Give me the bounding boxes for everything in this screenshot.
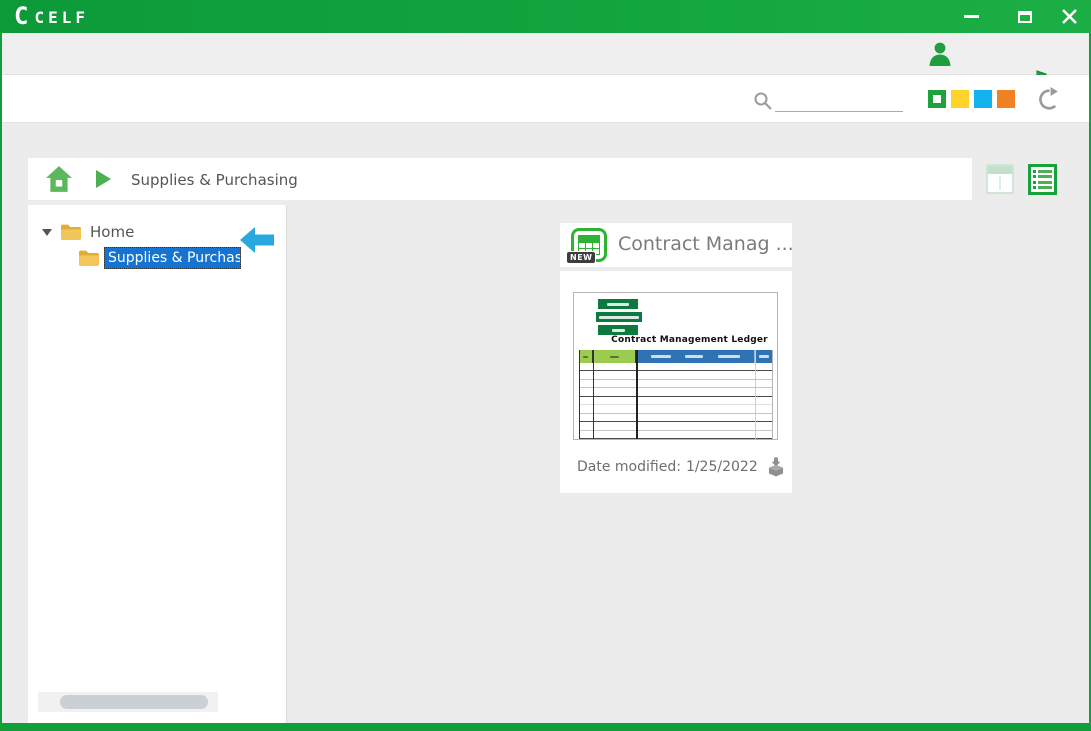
thumb-button-2	[596, 312, 642, 322]
window-right-border	[1089, 33, 1091, 731]
blue-arrow-pointer-icon	[240, 227, 274, 257]
user-bar: manager	[0, 33, 1091, 98]
search-icon	[753, 91, 773, 115]
home-icon	[46, 166, 72, 192]
date-modified-row: Date modified: 1/25/2022	[577, 457, 786, 477]
close-icon	[1061, 9, 1077, 24]
person-icon	[928, 41, 952, 71]
logo-mark: C	[14, 2, 29, 30]
logo-text: CELF	[34, 8, 89, 27]
filter-orange-button[interactable]	[997, 90, 1015, 108]
preview-table-header	[579, 350, 773, 363]
app-tile-title[interactable]: Contract Manag ...	[618, 233, 794, 255]
app-tile-header[interactable]: NEW Contract Manag ...	[560, 223, 794, 267]
breadcrumb: Supplies & Purchasing	[28, 158, 972, 200]
refresh-button[interactable]	[1037, 87, 1062, 116]
main-toolbar	[0, 75, 1091, 123]
title-bar: C CELF	[0, 0, 1091, 33]
tree-expander-icon[interactable]	[42, 228, 52, 236]
filter-blue-button[interactable]	[974, 90, 992, 108]
preview-doc-title: Contract Management Ledger	[611, 335, 768, 345]
home-button[interactable]	[45, 165, 73, 197]
filter-yellow-button[interactable]	[951, 90, 969, 108]
app-tile-body[interactable]: Contract Management Ledger	[560, 271, 792, 493]
close-button[interactable]	[1052, 0, 1086, 33]
celf-logo: C CELF	[14, 4, 89, 28]
date-modified-label: Date modified:	[577, 459, 681, 475]
app-preview-thumbnail[interactable]: Contract Management Ledger	[573, 292, 778, 440]
date-modified-value: 1/25/2022	[685, 459, 758, 475]
thumb-button-3	[598, 325, 638, 335]
preview-table-rows	[579, 363, 773, 439]
breadcrumb-current-label: Supplies & Purchasing	[131, 171, 298, 189]
folder-icon	[79, 250, 99, 266]
search-input[interactable]	[775, 92, 903, 112]
sidebar-hscrollbar-thumb[interactable]	[60, 695, 208, 709]
new-badge: NEW	[567, 252, 596, 263]
breadcrumb-arrow-icon	[96, 170, 111, 188]
package-download-icon[interactable]	[766, 457, 786, 477]
maximize-icon	[1018, 10, 1032, 23]
folder-icon	[61, 224, 81, 240]
list-view-icon[interactable]	[1028, 164, 1057, 195]
minimize-button[interactable]	[954, 0, 988, 33]
folder-tree-panel: Home Supplies & Purchasing	[28, 205, 287, 723]
tree-item-supplies-purchasing-label[interactable]: Supplies & Purchasing	[104, 247, 241, 269]
maximize-button[interactable]	[1008, 0, 1042, 33]
thumb-button-1	[598, 299, 638, 309]
tree-item-home[interactable]: Home	[42, 223, 134, 241]
filter-green-button[interactable]	[928, 90, 946, 108]
minimize-icon	[963, 15, 979, 18]
refresh-icon	[1039, 87, 1058, 110]
window-bottom-border	[0, 723, 1091, 731]
table-view-icon[interactable]	[986, 164, 1014, 194]
window-left-border	[0, 33, 2, 731]
spreadsheet-icon[interactable]: NEW	[567, 228, 607, 263]
table-view-header	[988, 166, 1012, 174]
tree-item-supplies-purchasing[interactable]: Supplies & Purchasing	[78, 247, 241, 269]
tree-item-home-label: Home	[90, 223, 135, 241]
